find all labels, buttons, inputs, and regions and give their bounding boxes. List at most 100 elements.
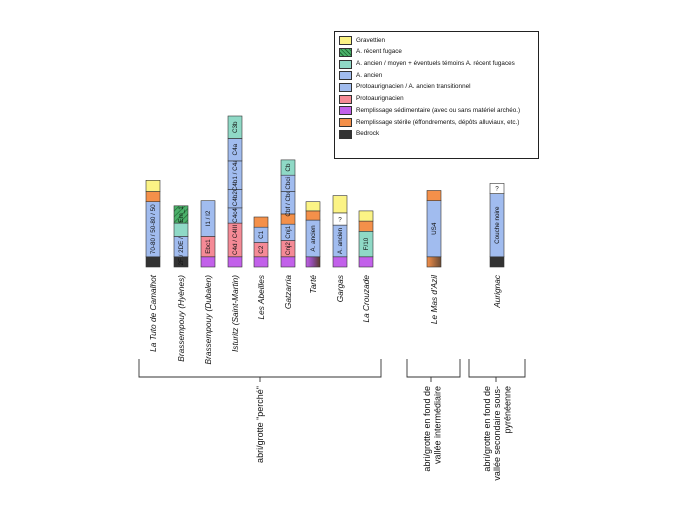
legend-item: Remplissage stérile (éffondrements, dépô… bbox=[339, 117, 534, 129]
layer-label: 70-80 / 50-80 / 50 bbox=[150, 204, 157, 254]
legend-swatch bbox=[339, 83, 352, 93]
group-label: abri/grotte en fond devallée intermédiai… bbox=[422, 386, 442, 472]
layer-label: Cbf / Cbci bbox=[285, 189, 292, 217]
site-column: 2F / 2DE / 2A Em_1 bbox=[173, 205, 189, 268]
layer-label: F/10 bbox=[363, 237, 370, 250]
site-column: A. ancien bbox=[305, 201, 321, 268]
layer-block bbox=[358, 210, 374, 222]
legend-label: Protoaurignacien bbox=[356, 95, 404, 103]
layer-block bbox=[280, 159, 296, 176]
layer-block bbox=[280, 256, 296, 268]
group-label: abri/grotte "perché" bbox=[255, 386, 265, 463]
legend-swatch bbox=[339, 94, 352, 104]
layer-block bbox=[305, 210, 321, 221]
group-brackets: abri/grotte "perché" abri/grotte en fond … bbox=[138, 359, 526, 481]
site-name: Les Abeilles bbox=[256, 275, 266, 319]
legend-swatch bbox=[339, 71, 352, 81]
layer-label: C2 bbox=[258, 245, 265, 254]
layer-block bbox=[253, 216, 269, 228]
site-column: C2 C1 bbox=[253, 216, 269, 268]
layer-block bbox=[253, 256, 269, 268]
site-name: Gatzarria bbox=[283, 275, 293, 310]
layer-block bbox=[426, 256, 442, 268]
layer-label: A. ancien bbox=[310, 225, 317, 252]
layer-label: Em_1 bbox=[178, 206, 185, 223]
site-column: A. ancien? bbox=[332, 195, 348, 268]
legend-item: Remplissage sédimentaire (avec ou sans m… bbox=[339, 105, 534, 117]
legend-item: A. ancien / moyen + éventuels témoins A.… bbox=[339, 58, 534, 70]
layer-label: Ebc1 bbox=[205, 239, 212, 254]
legend-label: A. ancien bbox=[356, 71, 383, 79]
site-name: Brassempouy (Hyènes) bbox=[176, 275, 186, 362]
legend-label: Bedrock bbox=[356, 130, 380, 138]
layer-label: ? bbox=[495, 186, 499, 193]
layer-label: ? bbox=[338, 216, 342, 223]
layer-block bbox=[358, 220, 374, 232]
site-name: Le Mas d'Azil bbox=[429, 274, 439, 324]
legend-label: Remplissage sédimentaire (avec ou sans m… bbox=[356, 106, 521, 114]
legend-item: Protoaurignacien bbox=[339, 93, 534, 105]
layer-block bbox=[426, 190, 442, 201]
layer-label: 2F / 2DE / 2A bbox=[178, 227, 185, 266]
layer-block bbox=[145, 180, 161, 192]
legend-label: Protoaurignacien / A. ancien transitionn… bbox=[356, 83, 471, 91]
layer-label: C4b2 bbox=[232, 191, 239, 207]
layer-label: C4a bbox=[232, 143, 239, 155]
site-column: 70-80 / 50-80 / 50 bbox=[145, 180, 161, 268]
layer-block bbox=[305, 201, 321, 212]
legend-item: Protoaurignacien / A. ancien transitionn… bbox=[339, 82, 534, 94]
site-column: Ebc1 I1 / I2 bbox=[200, 200, 216, 268]
layer-block bbox=[145, 191, 161, 202]
layer-label: Cb bbox=[285, 163, 292, 172]
layer-label: Cnj1 bbox=[285, 225, 292, 238]
layer-block bbox=[489, 256, 505, 268]
group-bracket bbox=[468, 359, 526, 382]
site-name: La Crouzade bbox=[361, 275, 371, 323]
layer-label: Cbci bbox=[285, 177, 292, 190]
layer-block bbox=[200, 200, 216, 237]
legend-item: Bedrock bbox=[339, 129, 534, 141]
layer-block bbox=[332, 195, 348, 214]
legend-swatch bbox=[339, 129, 352, 139]
layer-block bbox=[227, 256, 243, 268]
layer-label: C4c4 bbox=[232, 208, 239, 223]
legend-label: A. récent fugace bbox=[356, 48, 402, 56]
legend: Gravettien A. récent fugace A. ancien / mo… bbox=[334, 31, 539, 159]
site-name: Tarté bbox=[308, 275, 318, 294]
legend-swatch bbox=[339, 59, 352, 69]
layer-label: Couche noire bbox=[494, 206, 501, 244]
legend-label: A. ancien / moyen + éventuels témoins A.… bbox=[356, 60, 515, 68]
group-bracket bbox=[406, 359, 461, 382]
layer-block bbox=[173, 222, 189, 237]
legend-label: Remplissage stérile (éffondrements, dépô… bbox=[356, 118, 520, 126]
site-columns: 70-80 / 50-80 / 50 2F / 2DE / 2A Em_1 Ebc1 I… bbox=[145, 115, 505, 268]
layer-block bbox=[200, 256, 216, 268]
site-name: Brassempouy (Dubalen) bbox=[203, 275, 213, 365]
layer-label: US4 bbox=[431, 222, 438, 235]
group-label: abri/grotte en fond devallée secondaire … bbox=[482, 386, 513, 481]
site-name: Aurignac bbox=[492, 274, 502, 309]
layer-block bbox=[145, 256, 161, 268]
layer-label: Cnj2 bbox=[285, 242, 292, 255]
legend-item: A. récent fugace bbox=[339, 47, 534, 59]
site-column: F/10 bbox=[358, 210, 374, 268]
legend-swatch bbox=[339, 106, 352, 116]
legend-swatch bbox=[339, 36, 352, 46]
layer-label: I1 / I2 bbox=[205, 210, 212, 226]
layer-block bbox=[358, 256, 374, 268]
site-column: US4 bbox=[426, 190, 442, 268]
legend-swatch bbox=[339, 48, 352, 58]
layer-label: A. ancien bbox=[337, 227, 344, 254]
layer-block bbox=[332, 256, 348, 268]
layer-block bbox=[173, 205, 189, 224]
legend-item: Gravettien bbox=[339, 35, 534, 47]
layer-label: C4b1 / C4a bbox=[232, 159, 239, 191]
site-name: Gargas bbox=[335, 275, 345, 302]
legend-swatch bbox=[339, 118, 352, 128]
group-bracket bbox=[138, 359, 382, 382]
layer-block bbox=[305, 256, 321, 268]
legend-item: A. ancien bbox=[339, 70, 534, 82]
